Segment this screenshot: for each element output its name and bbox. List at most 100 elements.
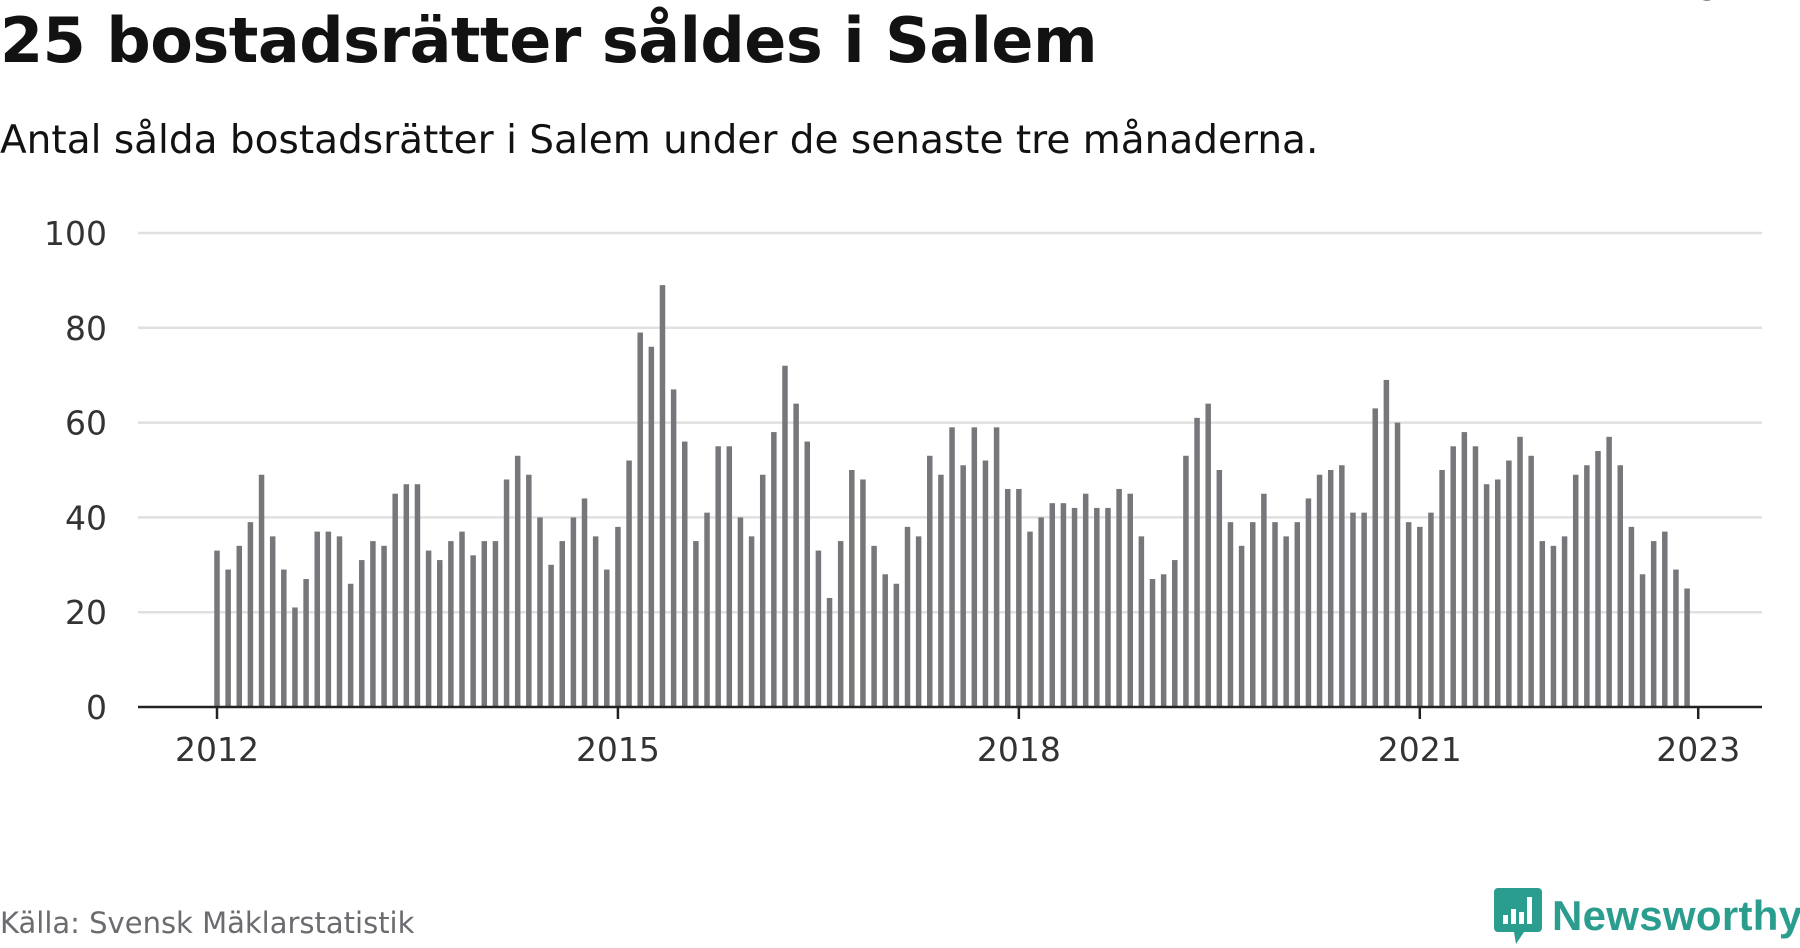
bar — [1105, 507, 1111, 707]
bar — [871, 545, 877, 707]
bar — [514, 455, 521, 707]
bar — [459, 531, 465, 707]
bar — [670, 389, 677, 707]
bar — [771, 432, 777, 707]
bar — [1372, 408, 1378, 707]
bar — [1472, 446, 1479, 707]
bar — [1149, 579, 1156, 707]
bar — [526, 474, 532, 707]
x-tick-label: 2021 — [1378, 730, 1462, 769]
bar — [1639, 574, 1646, 707]
bar — [1249, 522, 1256, 707]
bar — [1071, 507, 1078, 707]
bar — [949, 427, 955, 707]
bar — [1595, 451, 1601, 707]
bar — [1561, 536, 1568, 707]
bar — [314, 531, 320, 707]
annotation-label: 25 — [1677, 0, 1719, 8]
bar — [626, 460, 632, 707]
annotation: 25 — [1674, 0, 1722, 11]
y-tick-label: 100 — [44, 214, 107, 253]
x-tick-label: 2023 — [1656, 730, 1740, 769]
bar — [927, 455, 933, 707]
bar — [481, 541, 488, 707]
bar — [837, 541, 844, 707]
bar — [1673, 569, 1679, 707]
bar — [559, 541, 565, 707]
bar — [1650, 541, 1657, 707]
bar — [1350, 512, 1356, 707]
bar — [436, 560, 443, 707]
bar — [659, 285, 666, 707]
bar — [1394, 422, 1401, 707]
bar — [470, 555, 476, 707]
bar — [1238, 545, 1245, 707]
bar — [648, 346, 655, 707]
bar — [492, 541, 499, 707]
bar — [704, 512, 710, 707]
bar — [759, 474, 766, 707]
y-tick-label: 20 — [65, 593, 107, 632]
bar — [247, 522, 254, 707]
bar — [1361, 512, 1367, 707]
bar — [893, 583, 900, 707]
bar — [1517, 436, 1523, 707]
bar — [826, 597, 833, 707]
bar — [960, 465, 966, 707]
bar — [726, 446, 733, 707]
bar — [1383, 379, 1390, 707]
bar — [748, 536, 755, 707]
bar — [1116, 488, 1122, 707]
bar — [1016, 488, 1022, 707]
bar — [1539, 541, 1546, 707]
bar — [381, 545, 387, 707]
bar — [1272, 522, 1278, 707]
bar — [938, 474, 944, 707]
bar — [1506, 460, 1512, 707]
bar — [1205, 403, 1211, 707]
bar — [804, 441, 811, 707]
y-axis-ticks: 0 20 40 60 80 100 — [44, 214, 107, 727]
y-tick-label: 80 — [65, 309, 107, 348]
bar — [292, 607, 298, 707]
bar — [1428, 512, 1434, 707]
x-tick-label: 2018 — [977, 730, 1061, 769]
bar — [849, 470, 855, 707]
y-tick-label: 0 — [86, 688, 107, 727]
bar — [1327, 470, 1334, 707]
bar — [1572, 474, 1579, 707]
source-note: Källa: Svensk Mäklarstatistik — [0, 906, 415, 940]
newsworthy-logo[interactable]: Newsworthy — [1494, 888, 1800, 944]
bar — [1405, 522, 1412, 707]
bar — [1417, 526, 1423, 707]
bar — [915, 536, 922, 707]
bar — [1662, 531, 1668, 707]
bar — [904, 526, 911, 707]
bar — [570, 517, 577, 707]
x-tick-label: 2012 — [175, 730, 259, 769]
bar — [971, 427, 978, 707]
bar — [693, 541, 699, 707]
chart-title: 25 bostadsrätter såldes i Salem — [0, 4, 1098, 77]
bar — [1339, 465, 1345, 707]
bar — [1127, 493, 1133, 707]
bar — [1684, 588, 1690, 707]
bar — [1094, 507, 1100, 707]
bar — [592, 536, 599, 707]
y-tick-label: 40 — [65, 498, 107, 537]
bar — [548, 564, 554, 707]
bar — [1305, 498, 1312, 707]
bar — [1227, 522, 1234, 707]
bar — [258, 474, 265, 707]
bar — [604, 569, 610, 707]
bar — [537, 517, 543, 707]
bar — [1584, 465, 1590, 707]
chart-subtitle: Antal sålda bostadsrätter i Salem under … — [0, 118, 1319, 163]
newsworthy-logo-text: Newsworthy — [1552, 892, 1800, 939]
bar — [1461, 432, 1468, 707]
bar — [615, 526, 621, 707]
bar-chart: 0 20 40 60 80 100 2012 2015 2018 2021 2023 25 — [44, 0, 1762, 769]
bar — [715, 446, 721, 707]
bar — [1216, 470, 1223, 707]
newsworthy-logo-icon — [1494, 888, 1542, 944]
